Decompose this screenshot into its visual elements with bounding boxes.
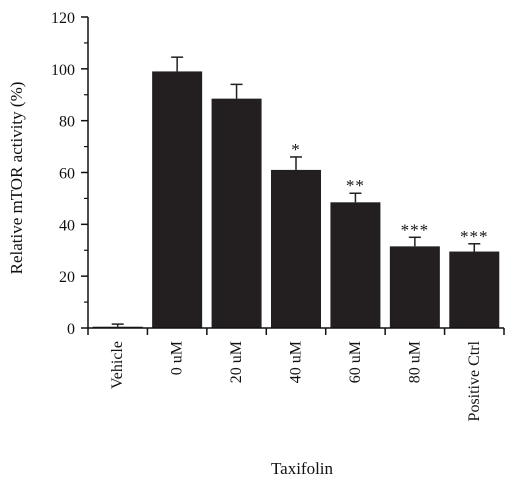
x-tick-label: 80 uM (406, 341, 423, 383)
significance-marker: *** (460, 227, 489, 246)
bar (449, 251, 500, 328)
x-tick-label: 40 uM (288, 341, 305, 383)
y-tick-label: 0 (67, 321, 75, 338)
y-tick-label: 100 (51, 62, 75, 79)
significance-marker: *** (401, 220, 430, 239)
significance-marker: ** (346, 176, 365, 195)
bar (330, 202, 381, 328)
y-tick-label: 120 (51, 10, 75, 27)
x-tick-label: Positive Ctrl (466, 340, 483, 421)
x-tick-label: 60 uM (347, 341, 364, 383)
y-tick-label: 80 (59, 114, 75, 131)
y-tick-label: 40 (59, 217, 75, 234)
x-tick-label: 20 uM (228, 341, 245, 383)
y-tick-label: 60 (59, 166, 75, 183)
bar (152, 71, 203, 329)
bar (271, 169, 321, 328)
x-axis-title: Taxifolin (271, 459, 334, 478)
significance-marker: * (291, 140, 301, 159)
bar (211, 98, 262, 328)
x-tick-label: 0 uM (169, 341, 186, 375)
y-tick-label: 20 (59, 269, 75, 286)
y-axis: 0 20 40 60 80 100 120 (51, 10, 89, 338)
bars: ****** *** (92, 56, 500, 329)
y-axis-title: Relative mTOR activity (%) (7, 82, 26, 275)
bar (389, 246, 440, 328)
x-tick-label: Vehicle (109, 341, 126, 389)
x-axis: Vehicle 0 uM 20 uM 40 uM 60 uM 80 uM Positive … (87, 327, 505, 421)
